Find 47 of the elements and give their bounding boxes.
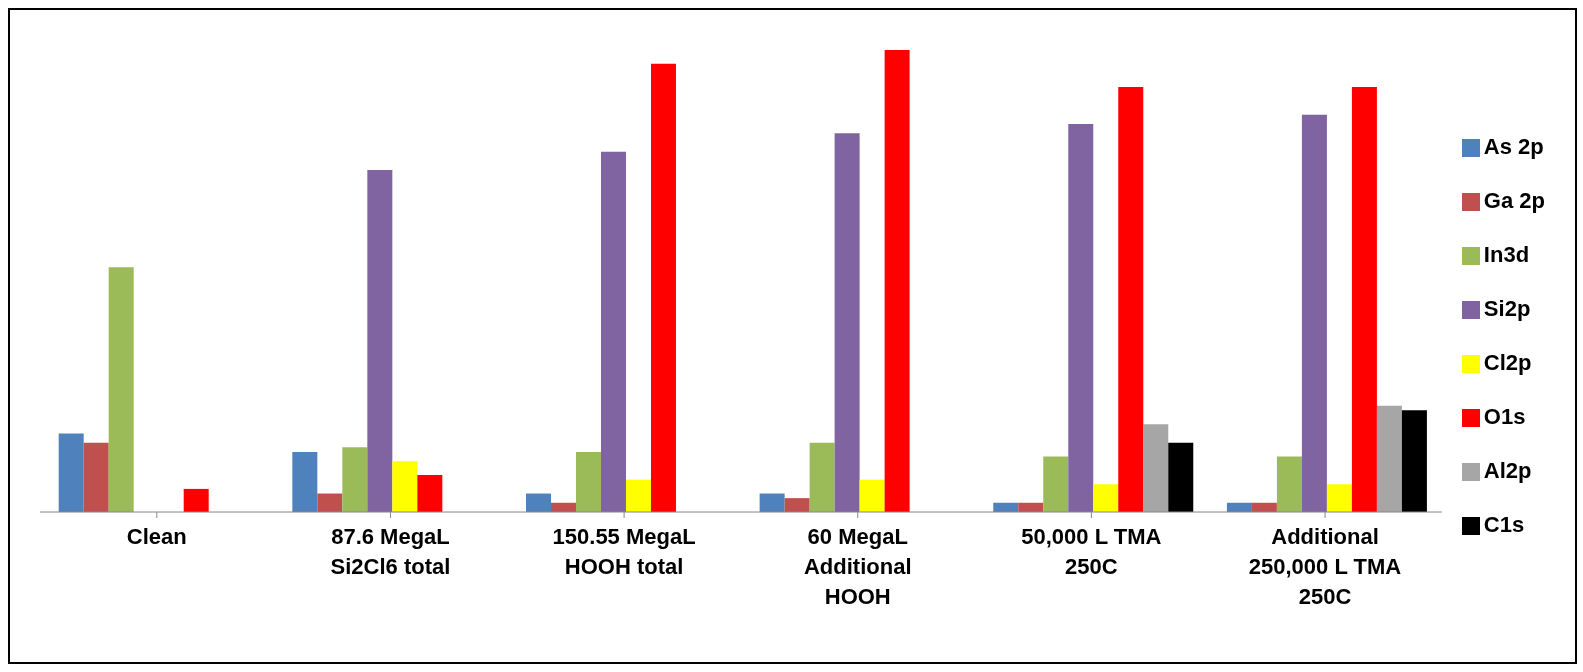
x-tick-label: 50,000 L TMA 250C xyxy=(1021,524,1162,579)
bar xyxy=(317,493,343,512)
bar xyxy=(83,442,109,512)
bar xyxy=(1401,410,1427,512)
bar xyxy=(292,451,318,512)
bar xyxy=(884,50,910,512)
bar xyxy=(1143,424,1169,512)
bar xyxy=(1093,484,1119,512)
bar xyxy=(784,498,810,512)
legend-label: Al2p xyxy=(1483,458,1532,483)
bar xyxy=(625,479,651,512)
legend-label: Cl2p xyxy=(1483,350,1532,375)
legend-label: C1s xyxy=(1483,512,1525,537)
bar xyxy=(600,151,626,512)
x-tick-label: 150.55 MegaL HOOH total xyxy=(552,524,696,579)
bar xyxy=(1068,123,1094,512)
legend-label: Ga 2p xyxy=(1483,188,1545,213)
bar xyxy=(859,479,885,512)
legend-label: In3d xyxy=(1483,242,1530,267)
bar xyxy=(392,461,418,512)
bar xyxy=(1168,442,1194,512)
legend-label: O1s xyxy=(1483,404,1526,429)
bar xyxy=(417,475,443,512)
x-tick-label: Additional 250,000 L TMA 250C xyxy=(1248,524,1402,609)
x-tick-label: 87.6 MegaL Si2Cl6 total xyxy=(330,524,451,579)
bar xyxy=(342,447,368,512)
bar xyxy=(1351,86,1377,512)
x-tick-label: Clean xyxy=(126,524,187,549)
bar xyxy=(1276,456,1302,512)
bar xyxy=(1043,456,1069,512)
bar xyxy=(108,267,134,512)
x-tick-label: 60 MegaL Additional HOOH xyxy=(803,524,912,609)
bar xyxy=(1301,114,1327,512)
bar xyxy=(650,63,676,512)
bar xyxy=(575,451,601,512)
legend-label: Si2p xyxy=(1483,296,1531,321)
bar xyxy=(834,133,860,512)
bar xyxy=(367,170,393,512)
bar xyxy=(1376,405,1402,512)
bar xyxy=(809,442,835,512)
bar xyxy=(1118,86,1144,512)
bar xyxy=(58,433,84,512)
bar xyxy=(525,493,551,512)
bar xyxy=(183,488,209,512)
legend-label: As 2p xyxy=(1483,134,1544,159)
bar xyxy=(759,493,785,512)
bar xyxy=(1326,484,1352,512)
